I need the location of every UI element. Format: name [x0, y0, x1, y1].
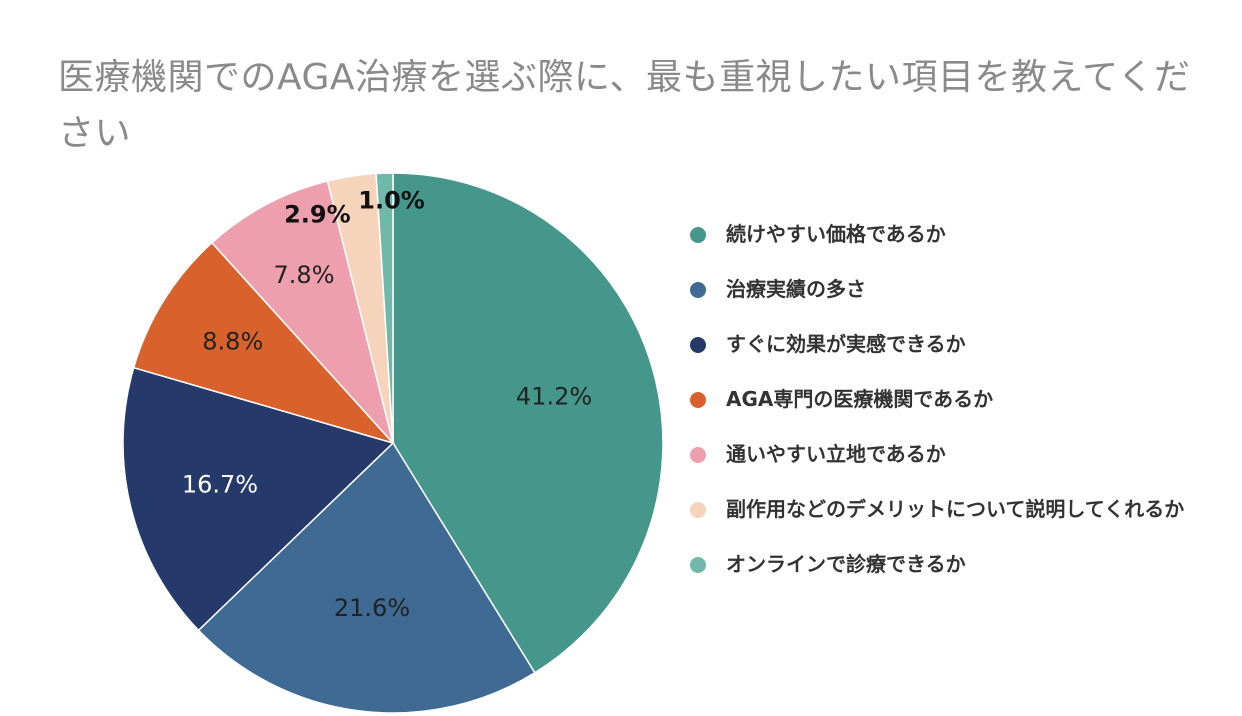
legend-label: 副作用などのデメリットについて説明してくれるか	[726, 497, 1185, 521]
legend-item-6: 副作用などのデメリットについて説明してくれるか	[690, 493, 1210, 525]
legend-swatch-icon	[690, 337, 706, 353]
legend-item-2: 治療実績の多さ	[690, 273, 1210, 305]
slice-value-label-1: 41.2%	[516, 382, 592, 410]
pie-slice-4	[132, 241, 396, 445]
chart-title: 医療機関でのAGA治療を選ぶ際に、最も重視したい項目を教えてください	[58, 57, 1191, 154]
legend-swatch-icon	[690, 557, 706, 573]
pie-slice-2	[197, 441, 536, 714]
legend-label: 治療実績の多さ	[726, 277, 866, 301]
pie-slice-7	[375, 172, 394, 444]
legend-label: AGA専門の医療機関であるか	[726, 387, 994, 411]
pie-slice-1	[392, 172, 664, 674]
legend-swatch-icon	[690, 282, 706, 298]
legend-swatch-icon	[690, 447, 706, 463]
legend-label: オンラインで診療できるか	[726, 552, 966, 576]
pie-slice-3	[122, 366, 395, 632]
legend-swatch-icon	[690, 502, 706, 518]
legend-item-4: AGA専門の医療機関であるか	[690, 383, 1210, 415]
legend-item-7: オンラインで診療できるか	[690, 548, 1210, 580]
slice-value-label-4: 8.8%	[202, 328, 263, 356]
slice-value-label-6: 2.9%	[284, 201, 351, 229]
legend-label: 続けやすい価格であるか	[726, 222, 946, 246]
legend-label: 通いやすい立地であるか	[726, 442, 946, 466]
slice-value-label-3: 16.7%	[182, 471, 258, 499]
legend-swatch-icon	[690, 392, 706, 408]
legend-label: すぐに効果が実感できるか	[726, 332, 966, 356]
chart-legend: 続けやすい価格であるか 治療実績の多さすぐに効果が実感できるか AGA専門の医療機関…	[690, 218, 1210, 603]
slice-value-label-7: 1.0%	[358, 187, 425, 215]
legend-swatch-icon	[690, 227, 706, 243]
slice-value-label-5: 7.8%	[274, 261, 335, 289]
legend-item-5: 通いやすい立地であるか	[690, 438, 1210, 470]
legend-item-3: すぐに効果が実感できるか	[690, 328, 1210, 360]
slice-value-label-2: 21.6%	[334, 594, 410, 622]
pie-slice-5	[210, 180, 394, 444]
legend-item-1: 続けやすい価格であるか	[690, 218, 1210, 250]
